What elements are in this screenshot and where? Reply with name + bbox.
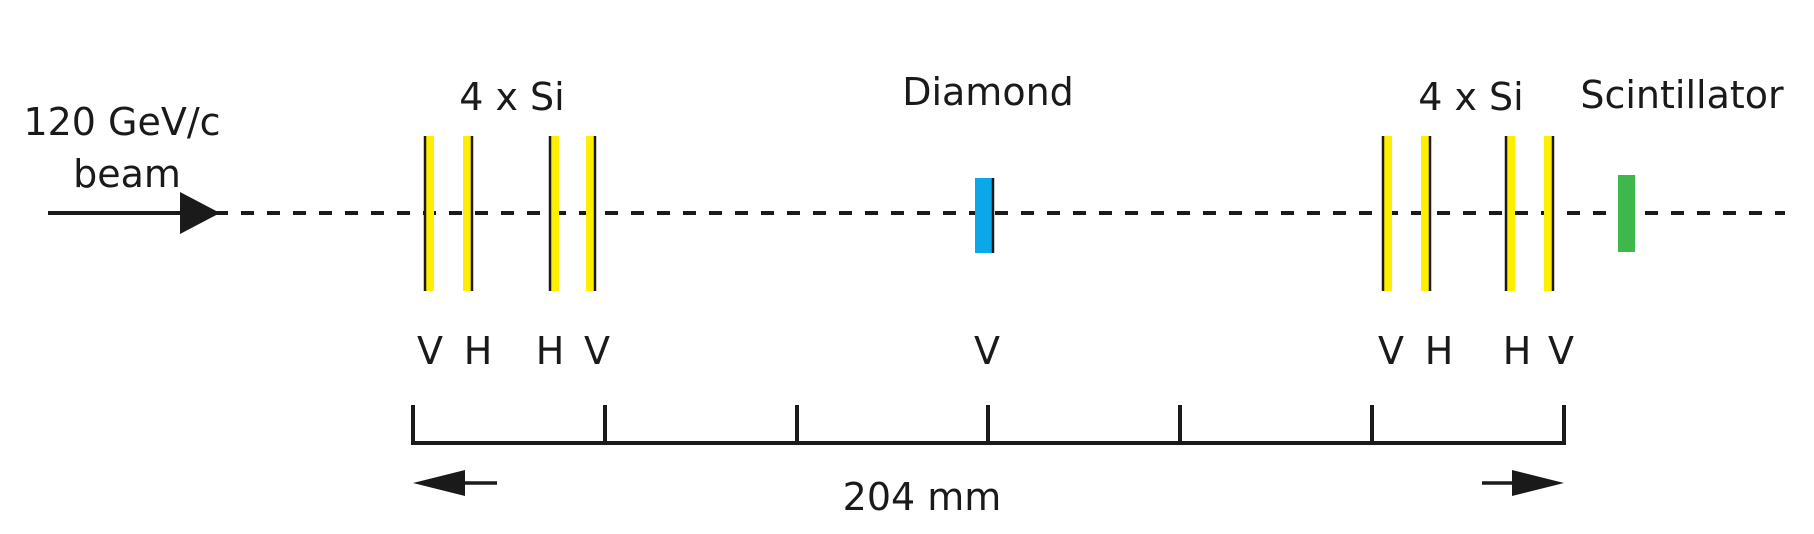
plane-orientation-label: V [417,329,443,373]
scintillator-label: Scintillator [1580,73,1784,117]
plane-orientation-label: H [464,329,493,373]
upstream-group-label: 4 x Si [459,75,565,119]
beam-label-line1: 120 GeV/c [23,100,220,144]
silicon-plane [1504,136,1515,291]
dimension-arrow-right-head [1512,470,1564,496]
dimension-arrow-left-head [413,470,465,496]
scale-bar [411,405,1566,445]
silicon-plane [1381,136,1392,291]
silicon-plane [423,136,434,291]
silicon-plane [463,136,474,291]
plane-orientation-label: V [584,329,610,373]
plane-orientation-label: H [1425,329,1454,373]
plane-orientation-label: H [1503,329,1532,373]
scintillator-block [1618,175,1635,252]
silicon-plane [1544,136,1555,291]
silicon-plane [586,136,597,291]
upstream-silicon-planes [423,136,597,291]
diamond-label: Diamond [902,70,1074,114]
silicon-plane [548,136,559,291]
diamond-plane [975,178,995,253]
silicon-plane [1421,136,1432,291]
plane-orientation-label: H [536,329,565,373]
downstream-group-label: 4 x Si [1418,75,1524,119]
beam-label-line2: beam [73,152,181,196]
plane-orientation-label: V [1548,329,1574,373]
plane-orientation-label: V [1378,329,1404,373]
scale-label: 204 mm [843,475,1002,519]
plane-orientation-label: V [974,329,1000,373]
beam-arrow-head [180,192,220,234]
downstream-silicon-planes [1381,136,1555,291]
